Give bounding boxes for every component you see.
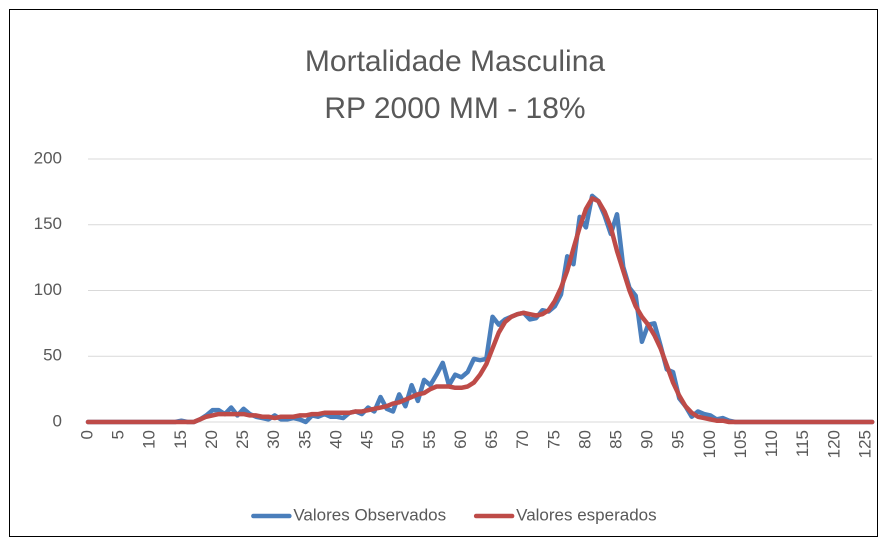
y-tick-label: 0 [53,411,62,430]
x-tick-label: 105 [731,430,750,458]
x-tick-label: 85 [607,430,626,449]
x-tick-label: 50 [389,430,408,449]
x-tick-label: 20 [202,430,221,449]
x-tick-label: 30 [264,430,283,449]
y-tick-label: 150 [34,214,62,233]
x-tick-label: 100 [700,430,719,458]
legend-label: Valores Observados [293,505,446,524]
x-tick-label: 110 [762,430,781,457]
x-tick-label: 115 [793,430,812,457]
x-tick-label: 60 [451,430,470,449]
x-tick-label: 80 [575,430,594,449]
chart-border [9,9,878,537]
x-tick-label: 125 [855,430,874,458]
x-tick-label: 55 [420,430,439,449]
x-tick-label: 10 [140,430,159,449]
x-tick-label: 120 [824,430,843,458]
x-tick-label: 65 [482,430,501,449]
x-tick-label: 95 [669,430,688,449]
x-tick-label: 15 [171,430,190,449]
chart-subtitle: RP 2000 MM - 18% [324,92,585,125]
x-tick-label: 5 [109,430,128,439]
y-tick-label: 50 [43,346,62,365]
legend-label: Valores esperados [516,505,657,524]
x-tick-label: 25 [233,430,252,449]
x-tick-label: 90 [638,430,657,449]
y-tick-label: 100 [34,280,62,299]
x-tick-label: 70 [513,430,532,449]
x-tick-label: 0 [77,430,96,439]
x-tick-label: 45 [358,430,377,449]
x-tick-label: 35 [295,430,314,449]
x-tick-label: 75 [544,430,563,449]
series-line [85,196,875,425]
x-tick-label: 40 [326,430,345,449]
chart-title: Mortalidade Masculina [305,45,605,78]
y-tick-label: 200 [34,148,62,167]
